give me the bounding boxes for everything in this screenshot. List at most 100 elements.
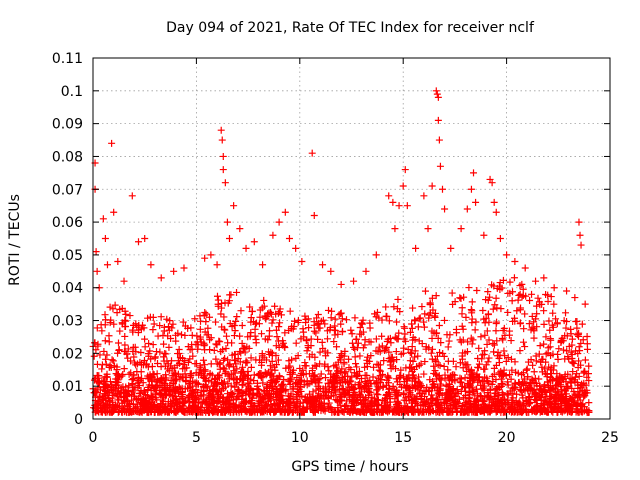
data-point <box>199 391 207 399</box>
data-point <box>433 371 441 379</box>
data-point <box>468 315 476 323</box>
data-point <box>326 376 334 384</box>
data-point <box>128 381 136 389</box>
data-point <box>130 371 138 379</box>
data-point <box>396 308 404 316</box>
data-point <box>479 397 487 405</box>
data-point <box>121 322 129 330</box>
data-point <box>92 346 100 354</box>
data-point <box>563 382 571 390</box>
data-point <box>428 345 436 353</box>
data-point <box>122 310 130 318</box>
data-point <box>196 312 204 320</box>
data-point <box>467 401 475 409</box>
data-point <box>277 391 285 399</box>
data-point <box>513 390 521 398</box>
x-tick-label: 20 <box>498 430 516 446</box>
data-point <box>253 405 261 413</box>
data-point <box>564 370 572 378</box>
data-point <box>378 342 386 350</box>
data-point <box>181 331 189 339</box>
data-point <box>326 324 334 332</box>
data-point <box>534 294 542 302</box>
data-point <box>358 375 366 383</box>
data-point <box>351 406 359 414</box>
data-point <box>483 377 491 385</box>
data-point <box>500 347 508 355</box>
data-point <box>552 375 560 383</box>
data-point <box>286 370 294 378</box>
data-point <box>426 299 434 307</box>
data-point <box>463 205 471 213</box>
data-point <box>409 383 417 391</box>
data-point <box>521 264 529 272</box>
data-point <box>497 375 505 383</box>
data-point <box>544 401 552 409</box>
data-point <box>220 313 228 321</box>
data-point <box>212 355 220 363</box>
data-point <box>169 320 177 328</box>
data-point <box>336 353 344 361</box>
data-point <box>532 277 540 285</box>
data-point <box>433 90 441 98</box>
data-point <box>148 363 156 371</box>
x-tick-label: 5 <box>192 430 201 446</box>
data-point <box>240 398 248 406</box>
data-point <box>514 296 522 304</box>
data-point <box>374 383 382 391</box>
data-point <box>458 310 466 318</box>
data-point <box>196 335 204 343</box>
data-point <box>166 317 174 325</box>
data-point <box>207 391 215 399</box>
data-point <box>352 372 360 380</box>
data-point <box>525 393 533 401</box>
data-point <box>259 261 267 269</box>
data-point <box>374 401 382 409</box>
data-point <box>544 382 552 390</box>
data-point <box>392 348 400 356</box>
data-point <box>112 401 120 409</box>
data-point <box>272 326 280 334</box>
data-point <box>559 375 567 383</box>
data-point <box>170 386 178 394</box>
data-point <box>501 400 509 408</box>
data-point <box>415 408 423 416</box>
data-point <box>314 311 322 319</box>
data-point <box>128 390 136 398</box>
data-point <box>207 378 215 386</box>
data-point <box>115 346 123 354</box>
data-point <box>196 325 204 333</box>
data-point <box>548 370 556 378</box>
data-point <box>154 359 162 367</box>
data-point <box>581 300 589 308</box>
data-point <box>365 389 373 397</box>
data-point <box>436 362 444 370</box>
data-point <box>94 384 102 392</box>
data-point <box>363 353 371 361</box>
data-point <box>427 402 435 410</box>
data-point <box>350 388 358 396</box>
data-point <box>449 376 457 384</box>
data-point <box>315 320 323 328</box>
data-point <box>338 315 346 323</box>
data-point <box>585 377 593 385</box>
data-point <box>310 327 318 335</box>
data-point <box>345 355 353 363</box>
data-point <box>334 367 342 375</box>
data-point <box>466 390 474 398</box>
data-point <box>510 274 518 282</box>
data-point <box>520 325 528 333</box>
data-point <box>408 320 416 328</box>
data-point <box>375 366 383 374</box>
data-point <box>105 338 113 346</box>
data-point <box>156 322 164 330</box>
data-point <box>470 169 478 177</box>
data-point <box>380 357 388 365</box>
data-point <box>452 325 460 333</box>
data-point <box>105 332 113 340</box>
data-point <box>491 386 499 394</box>
data-point <box>174 357 182 365</box>
data-point <box>336 401 344 409</box>
data-point <box>464 338 472 346</box>
data-point <box>309 402 317 410</box>
